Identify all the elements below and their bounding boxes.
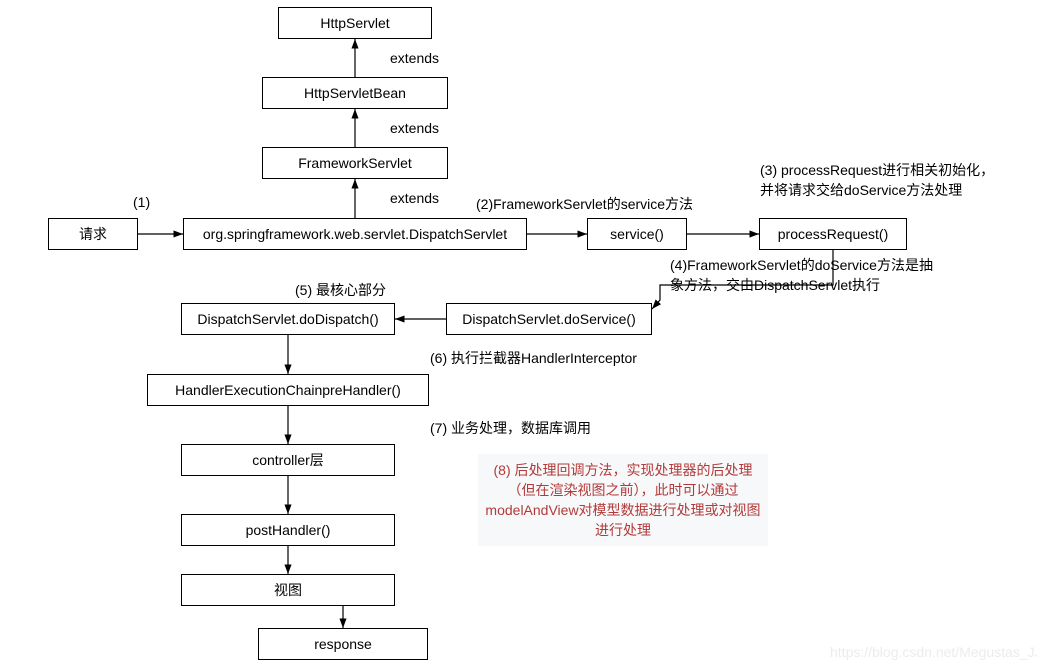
node-request: 请求 bbox=[48, 218, 138, 250]
node-view: 视图 bbox=[181, 574, 395, 606]
node-response: response bbox=[258, 628, 428, 660]
label-step-7: (7) 业务处理，数据库调用 bbox=[430, 418, 591, 438]
label-step-6: (6) 执行拦截器HandlerInterceptor bbox=[430, 348, 637, 368]
label-extends-3: extends bbox=[390, 190, 439, 206]
node-http-servlet: HttpServlet bbox=[278, 7, 432, 39]
node-controller: controller层 bbox=[181, 444, 395, 476]
label-extends-2: extends bbox=[390, 120, 439, 136]
label-step-3: (3) processRequest进行相关初始化， 并将请求交给doServi… bbox=[760, 160, 994, 200]
node-pre-handler: HandlerExecutionChainpreHandler() bbox=[147, 374, 429, 406]
label-step-8-highlight: (8) 后处理回调方法，实现处理器的后处理（但在渲染视图之前），此时可以通过mo… bbox=[478, 454, 768, 546]
label-step-1: (1) bbox=[133, 194, 150, 210]
node-post-handler: postHandler() bbox=[181, 514, 395, 546]
watermark: https://blog.csdn.net/Megustas_JJC bbox=[830, 644, 1037, 660]
node-do-service: DispatchServlet.doService() bbox=[446, 303, 652, 335]
node-process-request: processRequest() bbox=[759, 218, 907, 250]
node-dispatch-servlet: org.springframework.web.servlet.Dispatch… bbox=[183, 218, 527, 250]
node-service: service() bbox=[587, 218, 687, 250]
label-step-2: (2)FrameworkServlet的service方法 bbox=[476, 194, 693, 214]
label-step-5: (5) 最核心部分 bbox=[295, 280, 386, 300]
node-http-servlet-bean: HttpServletBean bbox=[262, 77, 448, 109]
label-step-4: (4)FrameworkServlet的doService方法是抽 象方法，交由… bbox=[670, 255, 933, 295]
node-do-dispatch: DispatchServlet.doDispatch() bbox=[181, 303, 395, 335]
label-extends-1: extends bbox=[390, 50, 439, 66]
node-framework-servlet: FrameworkServlet bbox=[262, 147, 448, 179]
